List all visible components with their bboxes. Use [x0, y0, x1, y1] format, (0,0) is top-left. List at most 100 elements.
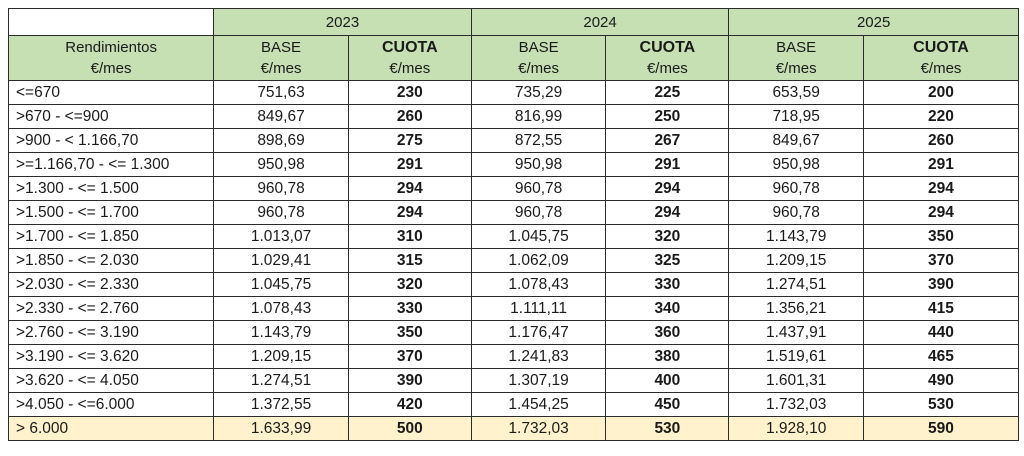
cuota-2024-cell: 291 [605, 152, 730, 177]
base-2023-cell: 950,98 [213, 152, 349, 177]
table-row: >1.300 - <= 1.500 960,78 294 960,78 294 … [7, 176, 1020, 201]
cuota-2025-cell: 370 [862, 248, 1020, 273]
base-2025-cell: 849,67 [728, 128, 864, 153]
cuota-2023-cell: 310 [347, 224, 472, 249]
range-cell: >1.300 - <= 1.500 [7, 176, 215, 201]
cuota-2023-cell: 390 [347, 368, 472, 393]
cuota-2025-cell: 530 [862, 392, 1020, 417]
cuota-2024-cell: 225 [605, 80, 730, 105]
base-2023-cell: 960,78 [213, 176, 349, 201]
cuota-2025-cell: 200 [862, 80, 1020, 105]
base-2024-cell: 1.062,09 [470, 248, 607, 273]
base-2024-cell: 1.176,47 [470, 320, 607, 345]
base-2024-cell: 1.045,75 [470, 224, 607, 249]
cuota-2025-cell: 294 [862, 176, 1020, 201]
base-2025-cell: 1.274,51 [728, 272, 864, 297]
base-2024-cell: 960,78 [470, 200, 607, 225]
cuota-2023-cell: 500 [347, 416, 472, 441]
cuota-header-unit: €/mes [646, 60, 688, 77]
cuota-2024-cell: 360 [605, 320, 730, 345]
base-2023-cell: 1.143,79 [213, 320, 349, 345]
cuota-2024-cell: 250 [605, 104, 730, 129]
cuota-2025-cell: 415 [862, 296, 1020, 321]
range-cell: <=670 [7, 80, 215, 105]
cuota-2023-cell: 315 [347, 248, 472, 273]
base-header-label: BASE [776, 39, 817, 56]
base-2023-cell: 751,63 [213, 80, 349, 105]
cuota-2023-cell: 330 [347, 296, 472, 321]
range-cell: >3.620 - <= 4.050 [7, 368, 215, 393]
range-header-label: Rendimientos [65, 39, 157, 56]
base-header-label: BASE [261, 39, 302, 56]
base-2024-cell: 735,29 [470, 80, 607, 105]
cuota-2025-cell: 490 [862, 368, 1020, 393]
cuota-header-label: CUOTA [913, 39, 969, 56]
base-2025-cell: 1.601,31 [728, 368, 864, 393]
cuota-2023-cell: 294 [347, 200, 472, 225]
cuota-2025-cell: 260 [862, 128, 1020, 153]
base-2025-cell: 1.928,10 [728, 416, 864, 441]
cuota-2025-cell: 440 [862, 320, 1020, 345]
table-row: >=1.166,70 - <= 1.300 950,98 291 950,98 … [7, 152, 1020, 177]
base-header-unit: €/mes [518, 60, 560, 77]
base-2023-cell: 1.045,75 [213, 272, 349, 297]
cuota-2025-cell: 350 [862, 224, 1020, 249]
base-2025-cell: 1.732,03 [728, 392, 864, 417]
base-2025-cell: 1.143,79 [728, 224, 864, 249]
base-2023-cell: 960,78 [213, 200, 349, 225]
table-row: >3.190 - <= 3.620 1.209,15 370 1.241,83 … [7, 344, 1020, 369]
year-header-row: 2023 2024 2025 [7, 8, 1019, 36]
base-2025-cell: 1.519,61 [728, 344, 864, 369]
range-cell: >670 - <=900 [7, 104, 215, 129]
base-2025-cell: 960,78 [728, 200, 864, 225]
table-row: >1.850 - <= 2.030 1.029,41 315 1.062,09 … [7, 248, 1020, 273]
base-2023-cell: 1.078,43 [213, 296, 349, 321]
base-2024-cell: 1.241,83 [470, 344, 607, 369]
cuota-2024-cell: 400 [605, 368, 730, 393]
cuota-header-2025: CUOTA €/mes [862, 35, 1020, 81]
cuota-2024-cell: 340 [605, 296, 730, 321]
cuota-2024-cell: 330 [605, 272, 730, 297]
range-cell: >2.030 - <= 2.330 [7, 272, 215, 297]
base-2024-cell: 1.078,43 [470, 272, 607, 297]
range-cell: >=1.166,70 - <= 1.300 [7, 152, 215, 177]
cuota-2025-cell: 220 [862, 104, 1020, 129]
base-2025-cell: 718,95 [728, 104, 864, 129]
year-2025-header: 2025 [728, 8, 1019, 36]
range-cell: > 6.000 [7, 416, 215, 441]
base-2025-cell: 1.209,15 [728, 248, 864, 273]
base-2023-cell: 1.633,99 [213, 416, 349, 441]
table-row: >1.500 - <= 1.700 960,78 294 960,78 294 … [7, 200, 1020, 225]
table-row: >2.030 - <= 2.330 1.045,75 320 1.078,43 … [7, 272, 1020, 297]
cuota-2024-cell: 325 [605, 248, 730, 273]
cuota-2023-cell: 260 [347, 104, 472, 129]
base-2023-cell: 1.029,41 [213, 248, 349, 273]
cuota-2023-cell: 420 [347, 392, 472, 417]
cuota-header-unit: €/mes [920, 60, 962, 77]
cuota-header-2024: CUOTA €/mes [605, 35, 730, 81]
base-2025-cell: 653,59 [728, 80, 864, 105]
cuota-2025-cell: 590 [862, 416, 1020, 441]
base-2024-cell: 1.111,11 [470, 296, 607, 321]
cuota-2024-cell: 450 [605, 392, 730, 417]
cuota-2025-cell: 294 [862, 200, 1020, 225]
cuota-2024-cell: 267 [605, 128, 730, 153]
base-2023-cell: 898,69 [213, 128, 349, 153]
cuota-2024-cell: 294 [605, 176, 730, 201]
table-row: >4.050 - <=6.000 1.372,55 420 1.454,25 4… [7, 392, 1020, 417]
range-cell: >2.760 - <= 3.190 [7, 320, 215, 345]
base-2024-cell: 872,55 [470, 128, 607, 153]
range-cell: >1.700 - <= 1.850 [7, 224, 215, 249]
cuota-2024-cell: 380 [605, 344, 730, 369]
base-2025-cell: 1.437,91 [728, 320, 864, 345]
base-2024-cell: 816,99 [470, 104, 607, 129]
base-2023-cell: 1.013,07 [213, 224, 349, 249]
base-header-2024: BASE €/mes [470, 35, 607, 81]
cuota-2024-cell: 530 [605, 416, 730, 441]
table-row: >3.620 - <= 4.050 1.274,51 390 1.307,19 … [7, 368, 1020, 393]
cuota-2024-cell: 320 [605, 224, 730, 249]
base-2024-cell: 950,98 [470, 152, 607, 177]
table-row: >670 - <=900 849,67 260 816,99 250 718,9… [7, 104, 1020, 129]
cuota-2023-cell: 350 [347, 320, 472, 345]
base-2023-cell: 1.209,15 [213, 344, 349, 369]
